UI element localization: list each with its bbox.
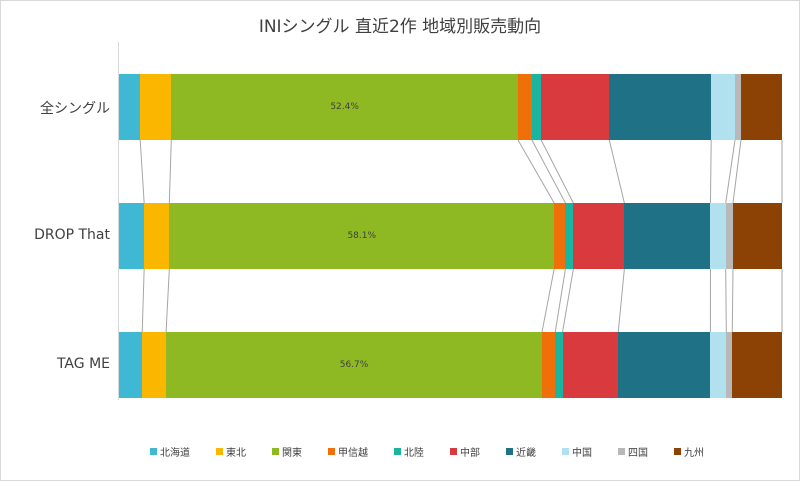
legend-label: 関東	[282, 448, 302, 459]
legend-label: 中部	[460, 448, 480, 459]
legend-label: 九州	[684, 448, 704, 459]
legend-swatch-icon	[674, 448, 681, 455]
legend-label: 四国	[628, 448, 648, 459]
bar-segment	[609, 74, 712, 140]
bar-segment	[624, 203, 711, 269]
bar-segment	[726, 332, 733, 398]
category-label: TAG ME	[56, 356, 110, 372]
stacked-bar: 56.7%	[119, 332, 782, 398]
category-label: DROP That	[34, 227, 110, 243]
legend-label: 北陸	[404, 448, 424, 459]
bar-segment	[142, 332, 167, 398]
bar-segment	[562, 332, 619, 398]
bar-segment	[119, 332, 143, 398]
legend-item: 関東	[272, 444, 302, 459]
legend-swatch-icon	[394, 448, 401, 455]
bar-segment	[517, 74, 532, 140]
bar-segment	[554, 203, 566, 269]
bar-segment	[725, 203, 733, 269]
legend-item: 九州	[674, 444, 704, 459]
category-axis	[118, 42, 119, 400]
stacked-bar: 58.1%	[119, 203, 782, 269]
bar-segment	[541, 332, 556, 398]
legend-swatch-icon	[618, 448, 625, 455]
legend-label: 中国	[572, 448, 592, 459]
bar-segment	[735, 74, 741, 140]
legend-swatch-icon	[506, 448, 513, 455]
bar-segment	[618, 332, 711, 398]
legend-item: 北海道	[150, 444, 190, 459]
data-label: 56.7%	[339, 360, 369, 370]
legend-item: 東北	[216, 444, 246, 459]
chart-title: INIシングル 直近2作 地域別販売動向	[258, 17, 542, 37]
bar-segment: 52.4%	[171, 74, 518, 140]
legend-swatch-icon	[272, 448, 279, 455]
legend-swatch-icon	[562, 448, 569, 455]
legend-item: 北陸	[394, 444, 424, 459]
legend-item: 近畿	[506, 444, 536, 459]
bar-segment	[119, 203, 145, 269]
bar-segment	[710, 332, 727, 398]
bar-segment	[710, 203, 726, 269]
legend-label: 北海道	[160, 448, 190, 459]
legend-swatch-icon	[328, 448, 335, 455]
bar-segment	[732, 203, 782, 269]
legend-label: 近畿	[516, 448, 536, 459]
legend-swatch-icon	[450, 448, 457, 455]
bar-segment	[541, 74, 610, 140]
legend-item: 四国	[618, 444, 648, 459]
bar-segment	[711, 74, 735, 140]
legend-swatch-icon	[150, 448, 157, 455]
data-label: 52.4%	[330, 102, 359, 112]
bar-segment: 58.1%	[169, 203, 555, 269]
legend-item: 甲信越	[328, 444, 368, 459]
legend-label: 甲信越	[338, 448, 368, 459]
bar-segment	[531, 74, 542, 140]
legend: 北海道 東北 関東 甲信越 北陸 中部 近畿 中国 四国 九州	[150, 444, 730, 459]
bar-segment	[573, 203, 625, 269]
legend-swatch-icon	[216, 448, 223, 455]
bar-segment	[144, 203, 170, 269]
legend-item: 中部	[450, 444, 480, 459]
bar-segment	[565, 203, 574, 269]
bar-segment	[140, 74, 172, 140]
bar-segment	[732, 332, 782, 398]
category-label: 全シングル	[40, 101, 110, 117]
stacked-bar: 52.4%	[119, 74, 782, 140]
bar-segment	[555, 332, 563, 398]
bar-segment	[119, 74, 141, 140]
data-label: 58.1%	[347, 231, 377, 241]
legend-item: 中国	[562, 444, 592, 459]
bar-segment: 56.7%	[166, 332, 542, 398]
bar-segment	[740, 74, 782, 140]
legend-label: 東北	[226, 448, 246, 459]
